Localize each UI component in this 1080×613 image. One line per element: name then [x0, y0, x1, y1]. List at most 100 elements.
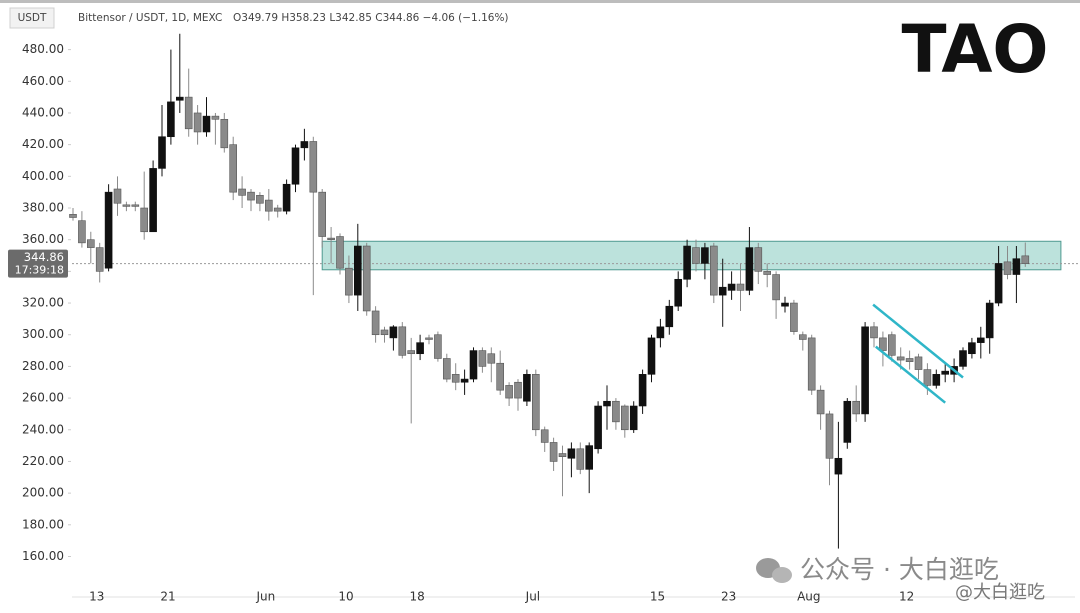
candle-body	[674, 278, 683, 307]
top-border	[0, 0, 1080, 3]
candle-body	[781, 302, 789, 307]
candle-body	[282, 183, 291, 212]
candle-body	[549, 442, 558, 462]
candle-body	[763, 271, 772, 275]
y-tick-label: 420.00	[22, 137, 64, 151]
x-tick-label: Aug	[797, 590, 820, 604]
candle-body	[923, 369, 932, 386]
candle-body	[914, 356, 923, 370]
candle-body	[380, 329, 389, 336]
candle-body	[336, 236, 344, 269]
candle-body	[398, 326, 407, 356]
y-tick-label: 220.00	[22, 454, 64, 468]
candle-body	[772, 274, 780, 301]
candle-body	[603, 400, 611, 407]
candle-body	[656, 326, 665, 339]
candle-body	[745, 247, 754, 291]
x-tick-label: Jun	[256, 590, 276, 604]
candle-body	[478, 350, 487, 367]
candle-body	[798, 334, 807, 340]
candle-body	[665, 305, 674, 328]
y-tick-label: 160.00	[22, 549, 64, 563]
last-price-box	[8, 249, 68, 278]
candle-body	[807, 337, 816, 391]
candle-body	[442, 358, 451, 380]
resistance-zone	[321, 240, 1062, 271]
candle-body	[1012, 258, 1021, 275]
candle-body	[353, 245, 362, 296]
y-tick-label: 240.00	[22, 422, 64, 436]
candle-body	[932, 374, 941, 386]
candle-body	[496, 362, 505, 391]
candle-body	[184, 96, 193, 130]
candle-body	[211, 115, 220, 120]
candle-body	[256, 195, 264, 204]
candle-body	[531, 374, 540, 431]
candle-body	[425, 337, 433, 340]
candle-body	[968, 342, 976, 355]
watermark-icon	[756, 558, 792, 583]
candle-body	[451, 374, 460, 383]
candle-body	[594, 405, 602, 450]
candle-body	[985, 302, 994, 339]
candle-body	[229, 144, 237, 193]
countdown-label: 17:39:18	[15, 264, 64, 277]
trendline	[874, 345, 946, 404]
x-tick-label: 23	[721, 590, 736, 604]
candle-body	[683, 245, 691, 280]
candle-body	[460, 378, 469, 383]
candle-body	[843, 400, 852, 443]
candle-body	[264, 199, 273, 212]
x-tick-label: 12	[899, 590, 914, 604]
candle-body	[941, 370, 950, 375]
candle-body	[879, 337, 887, 351]
candle-body	[487, 353, 496, 364]
candle-body	[87, 239, 95, 248]
candle-body	[202, 115, 211, 133]
x-tick-label: 15	[650, 590, 665, 604]
x-tick-label: 10	[338, 590, 353, 604]
candle-body	[122, 204, 131, 207]
candle-body	[852, 400, 861, 415]
quote: O349.79 H358.23 L342.85 C344.86 −4.06 (−…	[233, 12, 509, 24]
candle-body	[620, 405, 629, 431]
candle-body	[469, 350, 478, 380]
candle-body	[220, 118, 229, 149]
candle-body	[318, 191, 327, 237]
candle-body	[727, 283, 736, 291]
candle-body	[896, 356, 905, 361]
candle-body	[540, 429, 549, 443]
candle-body	[692, 247, 700, 264]
last-price-label: 344.86	[24, 250, 64, 264]
candle-body	[371, 310, 380, 336]
candle-body	[647, 337, 656, 375]
candle-body	[567, 448, 576, 459]
y-tick-label: 200.00	[22, 486, 64, 500]
candle-body	[309, 141, 318, 193]
candle-body	[238, 188, 246, 196]
candle-body	[905, 358, 914, 362]
candle-body	[247, 191, 255, 201]
candle-body	[389, 326, 398, 339]
candle-body	[416, 342, 424, 355]
candle-body	[149, 168, 157, 233]
candle-body	[994, 263, 1003, 304]
y-tick-label: 460.00	[22, 74, 64, 88]
candle-body	[1003, 261, 1012, 275]
y-tick-label: 300.00	[22, 327, 64, 341]
candle-body	[78, 220, 86, 244]
candle-body	[701, 247, 709, 264]
candle-body	[629, 405, 638, 431]
candle-body	[140, 207, 148, 233]
candle-body	[887, 334, 896, 356]
candle-body	[505, 385, 513, 399]
symbol-label: USDT	[18, 12, 47, 24]
x-tick-label: 21	[160, 590, 175, 604]
watermark-handle: @大白逛吃	[955, 582, 1045, 603]
candle-body	[167, 101, 175, 138]
y-tick-label: 180.00	[22, 517, 64, 531]
candle-body	[193, 112, 202, 133]
candle-body	[816, 389, 825, 415]
